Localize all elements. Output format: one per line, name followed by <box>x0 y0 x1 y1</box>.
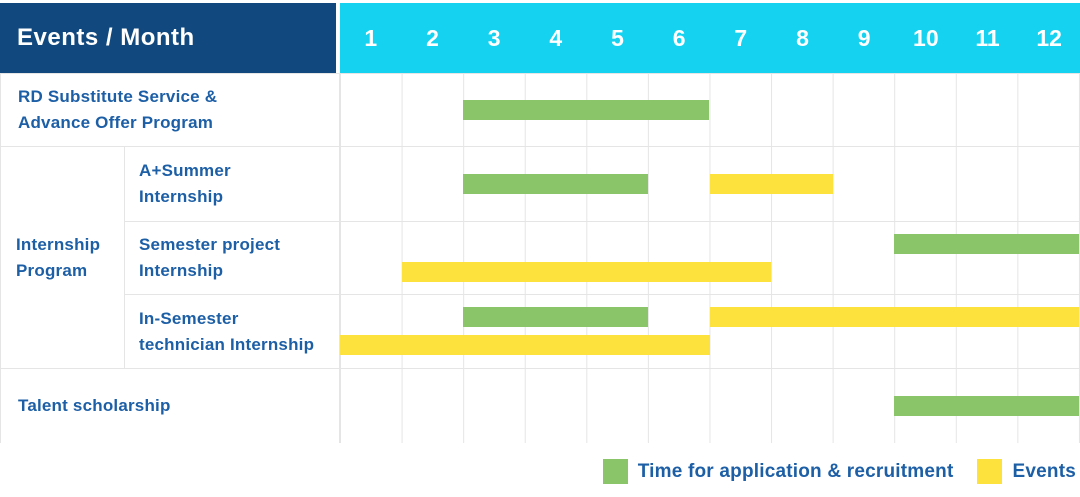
group-label-internship-program: Internship Program <box>1 147 125 368</box>
legend: Time for application & recruitment Event… <box>0 459 1080 484</box>
table-row-rd-substitute: RD Substitute Service & Advance Offer Pr… <box>1 74 1079 147</box>
application-legend-swatch <box>602 459 628 484</box>
application-bar <box>894 396 1079 416</box>
table-group-internship-program: Internship Program A+Summer Internship <box>1 147 1079 369</box>
row-label-talent-scholarship: Talent scholarship <box>1 369 340 443</box>
row-label-rd-substitute: RD Substitute Service & Advance Offer Pr… <box>1 74 340 146</box>
table-row-semester-project: Semester project Internship <box>125 222 1079 295</box>
header-title: Events / Month <box>17 24 195 51</box>
events-month-header-cell: Events / Month <box>0 3 336 73</box>
row-label-semester-project: Semester project Internship <box>125 222 340 294</box>
gantt-track-talent-scholarship <box>340 369 1079 443</box>
month-header-4: 4 <box>549 24 563 51</box>
row-label-in-semester-technician: In-Semester technician Internship <box>125 295 340 368</box>
month-header-10: 10 <box>913 24 939 51</box>
header-divider-gap <box>336 3 340 73</box>
month-header-strip: 1 2 3 4 5 6 7 8 9 10 11 12 <box>340 3 1080 73</box>
month-header-6: 6 <box>672 24 686 51</box>
month-header-8: 8 <box>796 24 809 51</box>
row-label-line: A+Summer <box>139 161 231 180</box>
event-bar <box>709 174 833 194</box>
legend-label-application: Time for application & recruitment <box>637 460 954 482</box>
row-label-line: Internship <box>139 261 224 280</box>
event-legend-swatch <box>977 459 1003 484</box>
gantt-track-rd-substitute <box>340 74 1079 146</box>
application-bar <box>894 234 1079 254</box>
row-label-line: Talent scholarship <box>18 396 171 415</box>
event-bar <box>401 262 772 282</box>
month-header-3: 3 <box>487 24 501 51</box>
row-label-a-plus-summer: A+Summer Internship <box>125 147 340 221</box>
month-header-11: 11 <box>975 24 1000 51</box>
row-label-line: Semester project <box>139 235 281 254</box>
table-body: RD Substitute Service & Advance Offer Pr… <box>0 73 1080 443</box>
month-header-5: 5 <box>611 24 624 51</box>
legend-label-event: Events <box>1012 460 1076 482</box>
table-row-in-semester-technician: In-Semester technician Internship <box>125 295 1079 368</box>
row-label-line: Internship <box>139 187 224 206</box>
group-label-line: Internship <box>16 234 101 254</box>
event-bar <box>709 307 1079 327</box>
month-header-2: 2 <box>426 24 439 51</box>
gantt-schedule-board: Events / Month 1 2 3 4 5 6 7 8 9 10 11 1… <box>0 3 1080 484</box>
gantt-track-in-semester-technician <box>340 295 1079 368</box>
application-bar <box>463 174 648 194</box>
month-header-9: 9 <box>857 24 871 51</box>
event-bar <box>340 335 710 355</box>
row-label-line: RD Substitute Service & <box>18 87 218 106</box>
legend-item-application: Time for application & recruitment <box>602 459 954 484</box>
month-header-1: 1 <box>364 24 378 51</box>
row-label-line: technician Internship <box>139 334 315 354</box>
legend-item-event: Events <box>977 459 1076 484</box>
application-bar <box>463 100 710 120</box>
application-bar <box>463 307 648 327</box>
month-header-7: 7 <box>734 24 748 51</box>
row-label-line: In-Semester <box>139 308 239 328</box>
group-label-line: Program <box>16 260 88 280</box>
table-header: Events / Month 1 2 3 4 5 6 7 8 9 10 11 1… <box>0 3 1080 73</box>
table-row-talent-scholarship: Talent scholarship <box>1 369 1079 443</box>
group-subrows: A+Summer Internship Semester project Int… <box>125 147 1079 368</box>
gantt-track-a-plus-summer <box>340 147 1079 221</box>
row-label-line: Advance Offer Program <box>18 113 214 132</box>
table-row-a-plus-summer: A+Summer Internship <box>125 147 1079 222</box>
month-header-12: 12 <box>1036 24 1062 51</box>
gantt-track-semester-project <box>340 222 1079 294</box>
